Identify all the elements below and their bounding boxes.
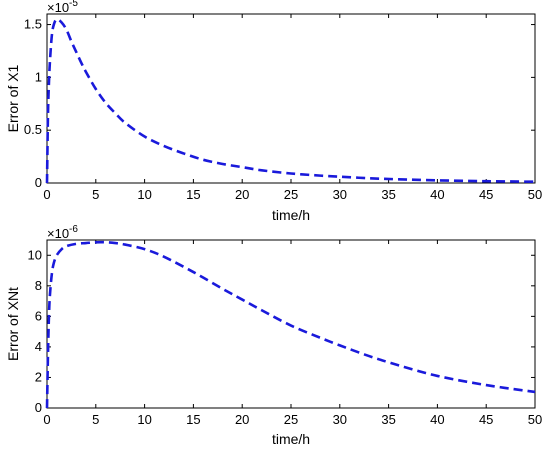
- x-tick-label: 10: [137, 187, 151, 202]
- y-exponent-base: ×10: [47, 0, 69, 15]
- x-tick-label: 20: [235, 187, 249, 202]
- y-tick-label: 1: [35, 69, 42, 84]
- x-tick-label: 10: [137, 412, 151, 427]
- y-tick-label: 8: [35, 278, 42, 293]
- x-tick-label: 40: [430, 187, 444, 202]
- x-tick-label: 15: [186, 412, 200, 427]
- x-tick-label: 50: [528, 412, 542, 427]
- x-tick-label: 20: [235, 412, 249, 427]
- x-tick-label: 50: [528, 187, 542, 202]
- x-tick-label: 0: [43, 187, 50, 202]
- x-axis-label: time/h: [272, 431, 310, 447]
- x-tick-label: 5: [92, 412, 99, 427]
- x-tick-label: 40: [430, 412, 444, 427]
- series-line: [45, 240, 536, 409]
- y-tick-label: 0: [35, 400, 42, 415]
- series-line: [45, 17, 536, 184]
- x-axis-label: time/h: [272, 207, 310, 223]
- x-tick-label: 35: [381, 412, 395, 427]
- x-tick-label: 30: [333, 187, 347, 202]
- x-tick-label: 45: [479, 412, 493, 427]
- y-tick-label: 0: [35, 175, 42, 190]
- x-tick-label: 35: [381, 187, 395, 202]
- y-exponent-base: ×10: [47, 226, 69, 241]
- x-tick-label: 15: [186, 187, 200, 202]
- chart-panel-xnt: 0 5 10 15 20 25 30 35 40 45 50 0 2 4 6 8 10 ×10 -6 time/h Er…: [5, 224, 542, 447]
- x-tick-label: 25: [284, 412, 298, 427]
- x-tick-label: 30: [333, 412, 347, 427]
- y-tick-label: 2: [35, 369, 42, 384]
- plot-area: [46, 13, 536, 184]
- plot-area: [46, 239, 536, 409]
- y-tick-label: 0.5: [24, 122, 42, 137]
- x-tick-label: 25: [284, 187, 298, 202]
- y-exponent: -5: [69, 0, 78, 9]
- y-tick-label: 6: [35, 308, 42, 323]
- chart-panel-x1: 0 5 10 15 20 25 30 35 40 45 50 0 0.5 1 1.5 ×10 -5 time/h E…: [5, 0, 542, 223]
- y-exponent: -6: [69, 224, 78, 235]
- x-tick-label: 5: [92, 187, 99, 202]
- y-axis-label: Error of X1: [5, 64, 21, 132]
- x-tick-label: 0: [43, 412, 50, 427]
- x-tick-label: 45: [479, 187, 493, 202]
- y-axis-label: Error of XNt: [5, 287, 21, 361]
- y-tick-label: 10: [28, 247, 42, 262]
- y-tick-label: 1.5: [24, 17, 42, 32]
- y-tick-label: 4: [35, 339, 42, 354]
